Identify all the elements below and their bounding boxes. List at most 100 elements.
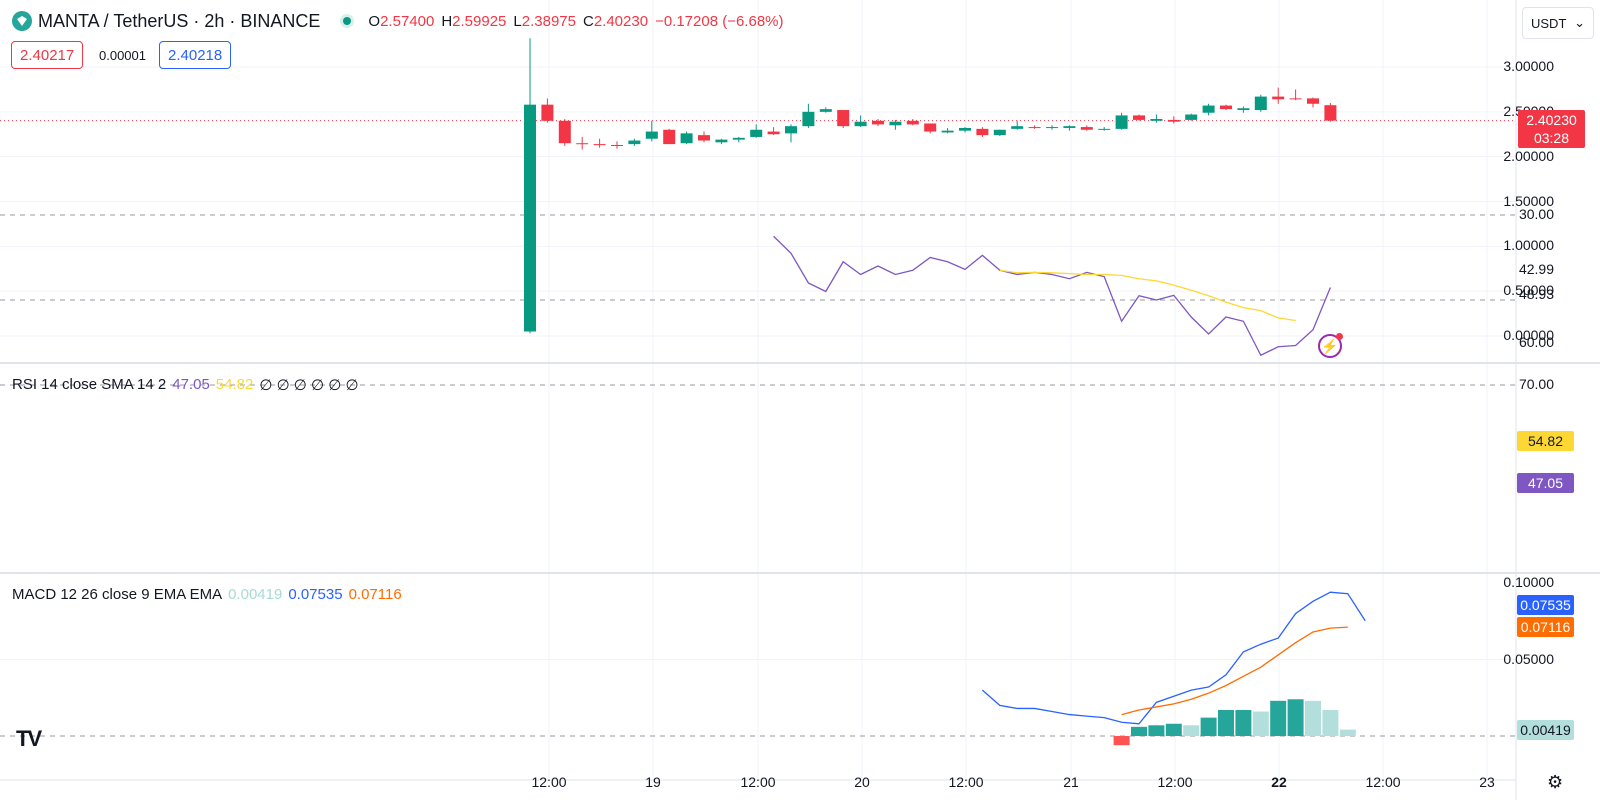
macd-histogram-bar (1165, 723, 1182, 736)
candle-body (889, 121, 902, 126)
candle-body (593, 144, 606, 146)
candle-body (628, 140, 641, 145)
candle-body (1046, 127, 1058, 129)
candle-body (558, 120, 571, 144)
time-axis-label: 12:00 (531, 774, 567, 790)
candle-body (750, 129, 763, 137)
candle-body (993, 129, 1006, 136)
candle-body (698, 135, 710, 141)
candle-body (1080, 127, 1093, 130)
candle-body (1115, 115, 1128, 129)
ohlc-low-value: 2.38975 (521, 12, 576, 30)
time-axis-label: 22 (1271, 774, 1287, 790)
rsi-axis-label: 30.00 (1518, 206, 1554, 222)
macd-lines-layer (0, 591, 1516, 746)
ohlc-open-key: O (368, 12, 381, 30)
last-price-value: 2.40230 (1526, 112, 1577, 128)
rsi-sma-line (999, 269, 1296, 322)
macd-histogram-bar (1200, 717, 1217, 736)
candle-body (1324, 105, 1337, 121)
rsi-axis-label: 70.00 (1518, 376, 1554, 392)
ohlc-open-value: 2.57400 (380, 12, 435, 30)
macd-axis-label: 0.10000 (1503, 574, 1554, 590)
candle-body (663, 129, 676, 145)
rsi-value-tag: 47.05 (1517, 473, 1574, 493)
candle-body (1167, 119, 1180, 122)
rsi-legend[interactable]: RSI 14 close SMA 14 2 47.05 54.82 ∅ ∅ ∅ … (12, 376, 359, 394)
rsi-axis-label: 48.93 (1518, 286, 1554, 303)
buy-button[interactable]: 2.40218 (159, 41, 232, 69)
candle-body (854, 121, 867, 127)
price-axis-label: 3.00000 (1503, 58, 1554, 74)
candle-body (680, 133, 693, 144)
macd-signal-line (1121, 626, 1348, 716)
candle-body (576, 143, 589, 145)
rsi-legend-extra: ∅ ∅ ∅ ∅ ∅ ∅ (259, 377, 359, 394)
candle-body (941, 130, 954, 133)
macd-axis-label: 0.05000 (1503, 650, 1554, 667)
bar-countdown: 03:28 (1533, 130, 1570, 146)
candle-body (819, 109, 832, 112)
ohlc-readout: O2.57400 H2.59925 L2.38975 C2.40230 −0.1… (368, 13, 783, 30)
symbol-header: MANTA / TetherUS · 2h · BINANCE O2.57400… (12, 9, 784, 33)
candle-body (802, 111, 815, 127)
candle-body (785, 126, 797, 134)
candle-body (1133, 115, 1145, 120)
rsi-sma-tag: 54.82 (1517, 431, 1574, 451)
lightning-alert-icon[interactable]: ⚡ (1318, 333, 1343, 358)
rsi-lines-layer (773, 235, 1332, 357)
candle-body (1063, 126, 1076, 128)
currency-selector[interactable]: USDT ⌄ (1522, 7, 1594, 39)
macd-hist-tag: 0.00419 (1517, 720, 1574, 740)
rsi-sma-legend-value: 54.82 (215, 376, 254, 393)
macd-legend[interactable]: MACD 12 26 close 9 EMA EMA 0.00419 0.075… (12, 586, 402, 603)
candle-body (767, 131, 780, 135)
candle-body (524, 104, 536, 332)
price-axis-label: 1.00000 (1503, 237, 1554, 254)
sell-button[interactable]: 2.40217 (11, 41, 84, 69)
candle-body (645, 131, 658, 139)
ohlc-high-key: H (441, 12, 453, 30)
grid-lines (0, 0, 1516, 778)
rsi-legend-title: RSI 14 close SMA 14 2 (12, 376, 167, 393)
price-axis-label: 1.50000 (1503, 192, 1554, 209)
time-axis-label: 12:00 (1365, 774, 1401, 790)
symbol-title[interactable]: MANTA / TetherUS · 2h · BINANCE (38, 10, 321, 31)
time-axis-label: 19 (645, 774, 661, 790)
ohlc-low-key: L (513, 12, 522, 30)
macd-histogram-bar (1183, 725, 1200, 736)
candle-body (611, 145, 623, 147)
candle-body (1028, 127, 1041, 129)
currency-label: USDT (1531, 15, 1567, 31)
rsi-line (773, 235, 1332, 357)
chevron-down-icon: ⌄ (1574, 15, 1585, 30)
macd-histogram-bar (1270, 700, 1287, 736)
macd-histogram-bar (1131, 726, 1147, 736)
candle-body (715, 139, 728, 143)
tradingview-logo[interactable]: TV (16, 726, 42, 751)
candle-body (1202, 105, 1215, 113)
rsi-legend-value: 47.05 (172, 376, 210, 393)
candle-body (541, 104, 554, 121)
ohlc-close-value: 2.40230 (593, 12, 649, 30)
time-axis-label: 12:00 (1157, 774, 1193, 790)
macd-histogram-bar (1252, 711, 1269, 736)
macd-legend-title: MACD 12 26 close 9 EMA EMA (12, 586, 223, 603)
price-axis-label: 0.00000 (1503, 327, 1554, 343)
spread-value: 0.00001 (99, 48, 146, 63)
manta-logo-icon (12, 11, 32, 31)
macd-value-tag: 0.07535 (1517, 595, 1574, 615)
rsi-band-background (0, 214, 1516, 386)
macd-signal-tag: 0.07116 (1517, 617, 1574, 637)
settings-icon[interactable]: ⚙ (1547, 772, 1564, 792)
candle-body (1272, 96, 1285, 100)
macd-histogram-bar (1148, 725, 1165, 736)
candle-body (1307, 98, 1319, 104)
candle-body (1150, 119, 1163, 121)
macd-histogram-bar (1113, 736, 1130, 746)
rsi-axis-label: 60.00 (1518, 333, 1554, 350)
candle-body (1220, 105, 1232, 110)
ohlc-close-key: C (582, 12, 594, 30)
candles-layer (524, 38, 1337, 334)
